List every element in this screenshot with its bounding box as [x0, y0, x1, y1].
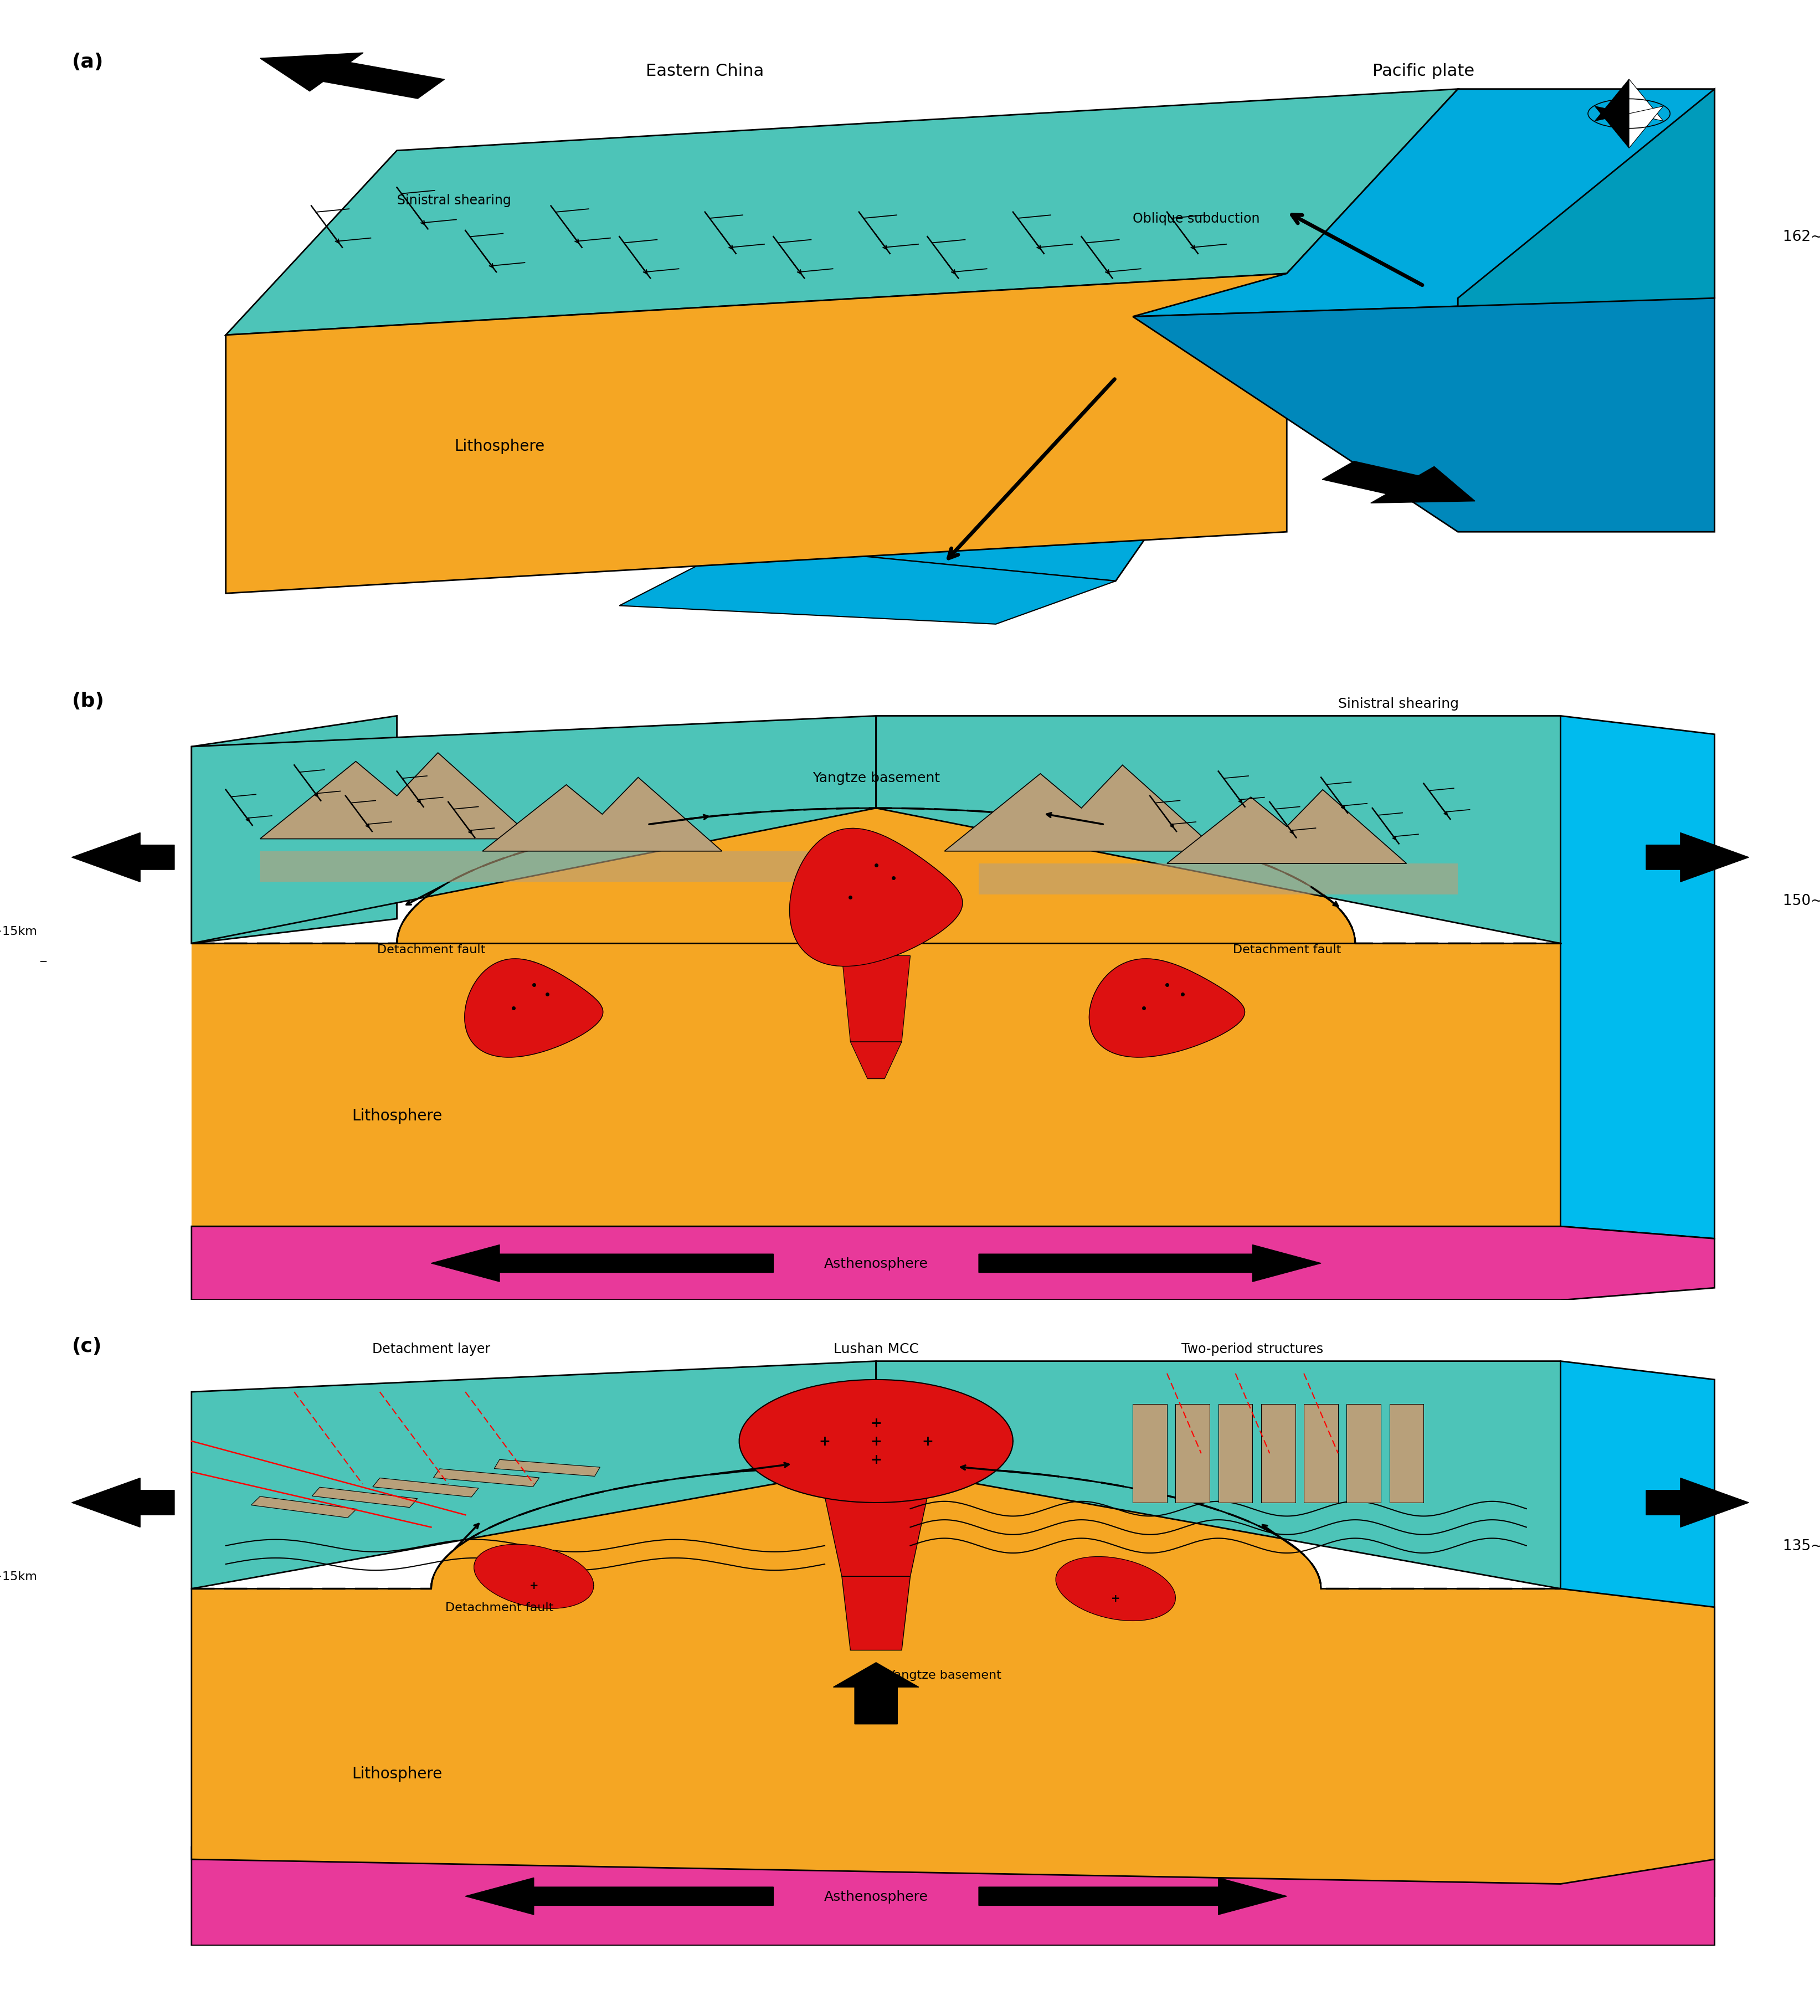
Text: _: _	[40, 950, 46, 962]
Polygon shape	[1218, 1405, 1252, 1502]
Text: Sinistral shearing: Sinistral shearing	[1338, 698, 1458, 710]
Polygon shape	[790, 829, 963, 966]
FancyArrow shape	[979, 1877, 1287, 1915]
Polygon shape	[1303, 1405, 1338, 1502]
Polygon shape	[1132, 89, 1714, 317]
Polygon shape	[1389, 1405, 1423, 1502]
Polygon shape	[1560, 1361, 1714, 1897]
Polygon shape	[875, 716, 1560, 943]
Polygon shape	[619, 544, 1116, 625]
Polygon shape	[191, 1361, 875, 1589]
Text: +: +	[870, 1454, 881, 1466]
Text: Sinistral shearing: Sinistral shearing	[397, 194, 511, 208]
Text: Asthenosphere: Asthenosphere	[824, 1889, 928, 1903]
Text: Lushan MCC: Lushan MCC	[834, 1343, 919, 1355]
Polygon shape	[1167, 790, 1407, 863]
FancyArrow shape	[260, 52, 444, 99]
Text: 10~15km: 10~15km	[0, 925, 38, 937]
Text: 150~135 Ma: 150~135 Ma	[1782, 893, 1820, 907]
Polygon shape	[841, 1577, 910, 1651]
Polygon shape	[1560, 716, 1714, 1238]
FancyArrow shape	[834, 1663, 919, 1724]
Text: (c): (c)	[71, 1337, 102, 1355]
Polygon shape	[260, 754, 533, 839]
Text: Asthenosphere: Asthenosphere	[824, 1256, 928, 1270]
Polygon shape	[191, 1762, 1714, 1945]
Polygon shape	[1629, 107, 1663, 149]
Text: Lithosphere: Lithosphere	[455, 437, 544, 454]
FancyArrow shape	[71, 1478, 175, 1528]
Polygon shape	[1132, 298, 1714, 532]
Text: 162~150 Ma: 162~150 Ma	[1782, 230, 1820, 244]
Polygon shape	[1629, 81, 1663, 121]
Text: Eastern China: Eastern China	[646, 62, 764, 79]
Polygon shape	[251, 1496, 357, 1518]
FancyArrow shape	[979, 1246, 1321, 1282]
Text: (b): (b)	[71, 691, 104, 710]
Polygon shape	[739, 1379, 1012, 1502]
Polygon shape	[191, 1466, 1714, 1883]
Polygon shape	[191, 808, 1560, 943]
Polygon shape	[260, 851, 808, 883]
FancyArrow shape	[1321, 462, 1474, 504]
Polygon shape	[850, 1042, 901, 1079]
Polygon shape	[945, 766, 1218, 851]
Text: Two-period structures: Two-period structures	[1181, 1343, 1323, 1355]
Text: +: +	[870, 1435, 881, 1447]
Polygon shape	[191, 716, 397, 943]
Polygon shape	[841, 956, 910, 1042]
Text: +: +	[921, 1435, 934, 1447]
Polygon shape	[464, 960, 602, 1058]
Polygon shape	[191, 1226, 1714, 1300]
Polygon shape	[482, 778, 723, 851]
Polygon shape	[979, 863, 1458, 895]
Text: Detachment fault: Detachment fault	[377, 943, 486, 956]
Polygon shape	[1594, 107, 1629, 149]
Polygon shape	[875, 1361, 1560, 1589]
Polygon shape	[373, 1478, 479, 1498]
Polygon shape	[226, 89, 1458, 335]
Polygon shape	[1132, 1405, 1167, 1502]
Text: Lithosphere: Lithosphere	[351, 1109, 442, 1123]
Polygon shape	[1088, 960, 1245, 1058]
Polygon shape	[739, 335, 1287, 581]
Text: +: +	[870, 1415, 881, 1429]
Polygon shape	[311, 1488, 417, 1508]
Text: Yangtze basement: Yangtze basement	[812, 770, 939, 784]
Polygon shape	[1347, 1405, 1380, 1502]
Polygon shape	[226, 274, 1287, 593]
Text: Detachment fault: Detachment fault	[1232, 943, 1341, 956]
Text: 135~114 Ma: 135~114 Ma	[1782, 1538, 1820, 1552]
Text: Pacific plate: Pacific plate	[1372, 62, 1474, 79]
Polygon shape	[1176, 1405, 1208, 1502]
Text: Detachment fault: Detachment fault	[446, 1603, 553, 1613]
Polygon shape	[191, 943, 1714, 1238]
Polygon shape	[493, 1460, 601, 1476]
Text: +: +	[819, 1435, 830, 1447]
Polygon shape	[824, 1496, 926, 1577]
Text: Oblique subduction: Oblique subduction	[1132, 212, 1259, 226]
FancyArrow shape	[466, 1877, 773, 1915]
Text: (a): (a)	[71, 52, 104, 71]
Polygon shape	[433, 1470, 539, 1486]
FancyArrow shape	[71, 833, 175, 883]
Text: 10~15km: 10~15km	[0, 1570, 38, 1583]
FancyArrow shape	[1645, 833, 1749, 883]
Polygon shape	[1458, 89, 1714, 484]
Polygon shape	[1261, 1405, 1294, 1502]
Text: +: +	[1110, 1593, 1119, 1603]
Polygon shape	[473, 1544, 593, 1609]
Text: Detachment layer: Detachment layer	[371, 1343, 490, 1355]
FancyArrow shape	[431, 1246, 773, 1282]
Polygon shape	[1594, 81, 1629, 121]
Polygon shape	[191, 716, 875, 943]
FancyArrow shape	[1645, 1478, 1749, 1528]
Text: +: +	[530, 1581, 539, 1591]
Text: Yangtze basement: Yangtze basement	[888, 1669, 1001, 1681]
Text: Lithosphere: Lithosphere	[351, 1766, 442, 1780]
Polygon shape	[1056, 1556, 1176, 1621]
